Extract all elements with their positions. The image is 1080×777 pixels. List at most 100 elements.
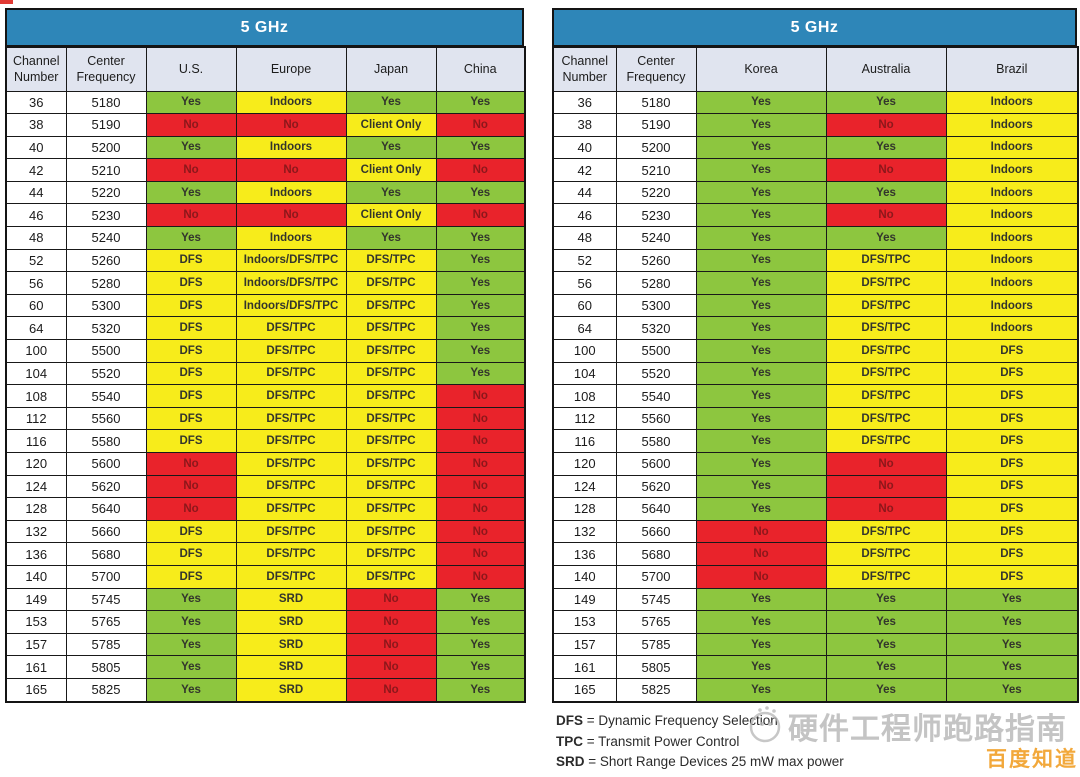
- status-cell: DFS/TPC: [825, 429, 947, 453]
- status-cell: Indoors: [945, 316, 1079, 341]
- frequency-cell: 5220: [65, 180, 147, 205]
- frequency-cell: 5600: [65, 452, 147, 476]
- channel-cell: 52: [552, 248, 617, 273]
- header-row: Channel Number Center Frequency U.S. Europe…: [5, 46, 526, 92]
- channel-cell: 153: [552, 610, 617, 634]
- status-cell: No: [235, 158, 347, 182]
- channel-cell: 104: [5, 361, 67, 386]
- channel-cell: 120: [5, 452, 67, 476]
- status-cell: DFS/TPC: [345, 361, 437, 386]
- status-cell: SRD: [235, 587, 347, 612]
- table-row: 161 5805 Yes Yes Yes: [552, 655, 1079, 679]
- column-header-china: China: [435, 46, 526, 92]
- frequency-cell: 5320: [65, 316, 147, 341]
- frequency-cell: 5825: [615, 677, 697, 703]
- status-cell: DFS/TPC: [825, 248, 947, 273]
- status-cell: DFS/TPC: [345, 542, 437, 566]
- frequency-cell: 5230: [615, 203, 697, 228]
- status-cell: No: [145, 158, 237, 182]
- channel-cell: 46: [552, 203, 617, 228]
- status-cell: DFS/TPC: [825, 293, 947, 318]
- frequency-cell: 5260: [65, 248, 147, 273]
- channel-cell: 140: [552, 564, 617, 589]
- status-cell: DFS/TPC: [345, 384, 437, 408]
- table-row: 149 5745 Yes SRD No Yes: [5, 587, 526, 612]
- table-row: 112 5560 Yes DFS/TPC DFS: [552, 406, 1079, 431]
- status-cell: Yes: [435, 677, 526, 703]
- frequency-cell: 5540: [615, 384, 697, 408]
- status-cell: DFS: [145, 542, 237, 566]
- table-row: 38 5190 No No Client Only No: [5, 113, 526, 137]
- status-cell: Client Only: [345, 203, 437, 228]
- channel-cell: 52: [5, 248, 67, 273]
- status-cell: Yes: [145, 135, 237, 160]
- status-cell: Yes: [145, 632, 237, 657]
- table-row: 136 5680 No DFS/TPC DFS: [552, 542, 1079, 566]
- status-cell: No: [435, 452, 526, 476]
- status-cell: Indoors: [945, 293, 1079, 318]
- status-cell: No: [825, 452, 947, 476]
- channel-cell: 112: [5, 406, 67, 431]
- frequency-cell: 5700: [615, 564, 697, 589]
- legend-line-srd: SRD = Short Range Devices 25 mW max powe…: [556, 752, 844, 773]
- status-cell: Yes: [145, 677, 237, 703]
- channel-cell: 44: [5, 180, 67, 205]
- table-row: 104 5520 DFS DFS/TPC DFS/TPC Yes: [5, 361, 526, 386]
- status-cell: No: [145, 474, 237, 499]
- status-cell: Yes: [345, 226, 437, 250]
- status-cell: DFS/TPC: [235, 519, 347, 544]
- frequency-cell: 5230: [65, 203, 147, 228]
- frequency-cell: 5220: [615, 180, 697, 205]
- status-cell: Yes: [435, 135, 526, 160]
- table-row: 157 5785 Yes SRD No Yes: [5, 632, 526, 657]
- status-cell: No: [695, 564, 827, 589]
- status-cell: Yes: [435, 293, 526, 318]
- status-cell: Yes: [695, 293, 827, 318]
- channel-cell: 153: [5, 610, 67, 634]
- channel-cell: 120: [552, 452, 617, 476]
- status-cell: Yes: [825, 655, 947, 679]
- channel-cell: 116: [552, 429, 617, 453]
- frequency-cell: 5660: [65, 519, 147, 544]
- table-korea-australia-brazil: 5 GHz Channel Number Center Frequency Kore…: [552, 8, 1079, 703]
- status-cell: DFS/TPC: [825, 271, 947, 295]
- status-cell: SRD: [235, 632, 347, 657]
- status-cell: DFS/TPC: [825, 564, 947, 589]
- table-row: 44 5220 Yes Yes Indoors: [552, 180, 1079, 205]
- channel-cell: 149: [5, 587, 67, 612]
- status-cell: DFS/TPC: [235, 316, 347, 341]
- channel-cell: 48: [5, 226, 67, 250]
- channel-table: Channel Number Center Frequency Korea Austr…: [552, 46, 1079, 703]
- legend-line-dfs: DFS = Dynamic Frequency Selection: [556, 711, 844, 732]
- column-header-u-s: U.S.: [145, 46, 237, 92]
- status-cell: Indoors: [235, 180, 347, 205]
- channel-cell: 128: [5, 497, 67, 521]
- status-cell: Indoors: [945, 180, 1079, 205]
- status-cell: Indoors/DFS/TPC: [235, 293, 347, 318]
- status-cell: DFS/TPC: [235, 429, 347, 453]
- status-cell: Yes: [695, 406, 827, 431]
- table-row: 64 5320 DFS DFS/TPC DFS/TPC Yes: [5, 316, 526, 341]
- status-cell: DFS: [945, 384, 1079, 408]
- status-cell: DFS: [945, 406, 1079, 431]
- table-row: 116 5580 DFS DFS/TPC DFS/TPC No: [5, 429, 526, 453]
- status-cell: Yes: [695, 655, 827, 679]
- status-cell: Yes: [695, 226, 827, 250]
- status-cell: Yes: [145, 610, 237, 634]
- channel-cell: 36: [552, 90, 617, 115]
- status-cell: Indoors: [945, 203, 1079, 228]
- frequency-cell: 5280: [65, 271, 147, 295]
- status-cell: SRD: [235, 655, 347, 679]
- table-row: 64 5320 Yes DFS/TPC Indoors: [552, 316, 1079, 341]
- status-cell: DFS/TPC: [345, 293, 437, 318]
- channel-cell: 42: [5, 158, 67, 182]
- status-cell: DFS/TPC: [825, 339, 947, 363]
- table-row: 104 5520 Yes DFS/TPC DFS: [552, 361, 1079, 386]
- status-cell: Yes: [695, 113, 827, 137]
- channel-cell: 48: [552, 226, 617, 250]
- status-cell: Indoors: [235, 135, 347, 160]
- status-cell: Yes: [825, 226, 947, 250]
- table-row: 120 5600 No DFS/TPC DFS/TPC No: [5, 452, 526, 476]
- status-cell: Indoors: [945, 248, 1079, 273]
- status-cell: DFS/TPC: [825, 406, 947, 431]
